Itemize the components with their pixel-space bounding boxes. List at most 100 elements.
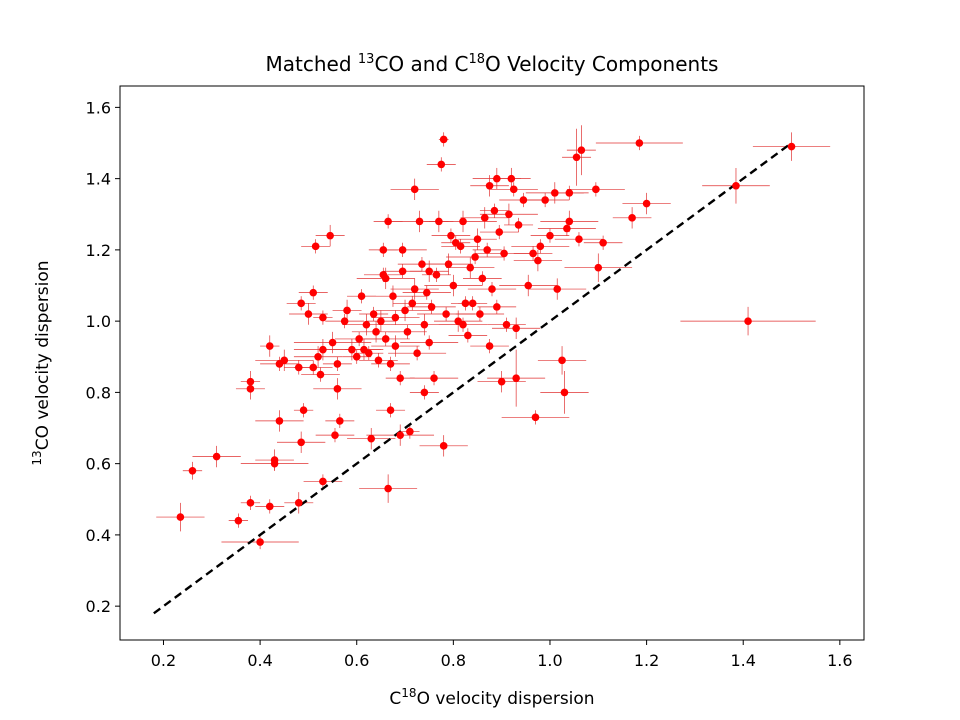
- data-point: [473, 235, 482, 243]
- data-point: [442, 310, 450, 318]
- data-point: [331, 431, 339, 439]
- data-point: [386, 406, 395, 415]
- data-point: [294, 499, 303, 507]
- data-point: [512, 324, 520, 333]
- data-point: [384, 217, 392, 226]
- data-point: [553, 285, 562, 293]
- data-point: [369, 310, 378, 318]
- data-point: [333, 360, 342, 368]
- data-point: [558, 356, 566, 365]
- data-point: [536, 242, 545, 251]
- data-point: [333, 385, 342, 393]
- data-point: [386, 360, 395, 368]
- y-tick-label: 1.0: [86, 312, 111, 331]
- data-point: [497, 377, 506, 386]
- data-point: [551, 189, 559, 197]
- data-point: [270, 456, 279, 464]
- data-point: [575, 235, 583, 243]
- data-point: [642, 199, 651, 208]
- data-point: [352, 352, 361, 361]
- data-point: [188, 466, 197, 475]
- data-point: [246, 385, 255, 393]
- data-point: [534, 256, 542, 265]
- data-point: [297, 299, 305, 308]
- data-point: [415, 217, 424, 226]
- data-point: [459, 217, 467, 226]
- data-point: [406, 427, 414, 436]
- data-point: [212, 452, 221, 461]
- chart-title: Matched 13CO and C18O Velocity Component…: [266, 52, 719, 76]
- x-tick-label: 1.4: [730, 651, 755, 670]
- data-point: [391, 313, 400, 322]
- data-point: [514, 221, 523, 229]
- data-point: [314, 352, 322, 361]
- data-point: [309, 363, 318, 372]
- data-point: [234, 516, 243, 525]
- data-point: [309, 288, 318, 297]
- x-axis-label: C18O velocity dispersion: [389, 686, 594, 709]
- data-point: [563, 224, 571, 233]
- data-point: [502, 320, 511, 329]
- data-point: [340, 317, 349, 325]
- data-point: [505, 210, 513, 219]
- data-point: [459, 320, 467, 329]
- data-point: [398, 267, 407, 276]
- data-point: [311, 242, 320, 251]
- data-point: [565, 217, 574, 226]
- data-point: [599, 238, 607, 247]
- data-point: [439, 135, 448, 144]
- data-point: [490, 206, 499, 215]
- x-tick-label: 0.8: [441, 651, 466, 670]
- data-point: [410, 285, 419, 293]
- data-point: [256, 538, 264, 546]
- data-point: [275, 417, 284, 425]
- data-point: [367, 434, 376, 443]
- y-axis-label: 13CO velocity dispersion: [30, 260, 53, 465]
- data-point: [572, 153, 581, 162]
- data-point: [265, 502, 274, 511]
- data-point: [348, 345, 356, 354]
- data-point: [560, 388, 569, 397]
- data-point: [524, 281, 533, 290]
- data-point: [391, 342, 400, 350]
- data-point: [483, 246, 491, 254]
- data-point: [427, 303, 436, 311]
- data-point: [422, 288, 431, 297]
- data-point: [299, 406, 308, 415]
- data-point: [246, 499, 255, 507]
- data-point: [478, 274, 487, 283]
- x-tick-label: 1.6: [827, 651, 852, 670]
- data-point: [500, 249, 508, 258]
- data-point: [628, 214, 636, 222]
- data-point: [466, 263, 475, 272]
- data-point: [396, 431, 405, 439]
- data-point: [635, 139, 644, 147]
- x-tick-label: 1.2: [634, 651, 659, 670]
- data-point: [343, 306, 351, 315]
- data-point: [437, 160, 446, 169]
- y-tick-label: 0.8: [86, 383, 111, 402]
- data-point: [176, 513, 185, 521]
- data-point: [319, 313, 327, 322]
- y-axis-ticks: 0.2 0.4 0.6 0.8 1.0 1.2 1.4 1.6: [86, 98, 120, 616]
- data-point: [444, 260, 453, 268]
- y-tick-label: 0.4: [86, 526, 111, 545]
- data-point: [546, 231, 554, 240]
- data-point: [304, 310, 313, 318]
- x-axis-ticks: 0.2 0.4 0.6 0.8 1.0 1.2 1.4 1.6: [151, 640, 853, 670]
- data-point: [485, 181, 494, 190]
- data-point: [577, 146, 586, 154]
- data-point: [319, 477, 327, 486]
- data-point: [461, 299, 470, 308]
- data-point: [468, 299, 477, 308]
- one-to-one-reference-line: [153, 142, 793, 615]
- data-point: [365, 349, 373, 358]
- y-tick-label: 1.6: [86, 98, 111, 117]
- data-point: [403, 328, 412, 336]
- data-point: [316, 370, 325, 379]
- plot-frame: [119, 85, 865, 641]
- y-tick-label: 0.6: [86, 455, 111, 474]
- data-point: [471, 253, 479, 261]
- data-point: [787, 142, 796, 151]
